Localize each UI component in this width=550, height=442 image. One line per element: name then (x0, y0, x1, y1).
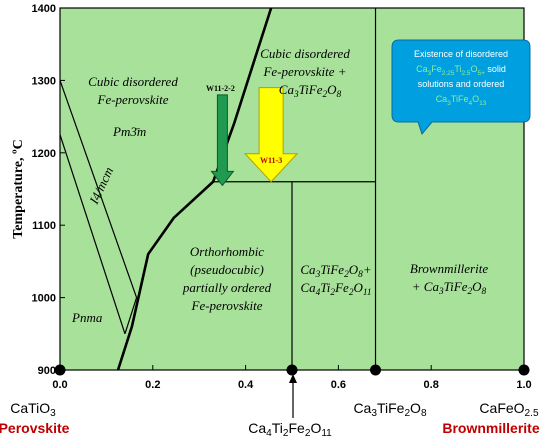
cubic-disordered-label: Cubic disordered (88, 74, 178, 89)
orthorhombic-label: (pseudocubic) (190, 262, 264, 277)
callout-line4: Ca3TiFe4O13 (436, 94, 487, 107)
arrow-label: W11-3 (260, 156, 282, 165)
y-tick-label: 900 (38, 365, 56, 377)
y-tick-label: 1100 (32, 220, 56, 232)
y-axis-label: Temperature, ºC (11, 139, 26, 239)
pointer-arrow (289, 374, 297, 418)
phase-boundaries (59, 7, 377, 371)
cafeo25-label: CaFeO2.5 (479, 400, 539, 419)
ca4ti2fe2o11-label: Ca4Ti2Fe2O11 (248, 420, 332, 439)
composition-point (54, 364, 66, 376)
orthorhombic-label: partially ordered (182, 280, 272, 295)
brownmillerite-label: Brownmillerite (442, 420, 539, 436)
orthorhombic-label: Fe-perovskite (191, 298, 263, 313)
arrow-w11-3: W11-3 (243, 87, 299, 183)
y-tick-label: 1400 (32, 3, 56, 15)
arrow-shape (243, 87, 299, 183)
pm3m-label: Pm3̄m (112, 124, 146, 139)
cubic-disordered-label: Fe-perovskite (97, 92, 169, 107)
sample-arrows: W11-2-2 W11-3 (206, 84, 299, 187)
y-tick-label: 1300 (32, 75, 56, 87)
y-tick-label: 1200 (32, 148, 56, 160)
perovskite-lower-boundary (59, 134, 126, 334)
composition-point (370, 364, 382, 376)
x-tick-label: 1.0 (516, 379, 531, 391)
pnma-label: Pnma (71, 310, 103, 325)
arrow-label: W11-2-2 (206, 84, 235, 93)
callout-shape (391, 39, 531, 136)
arrow-shape (210, 94, 235, 187)
perovskite-label: Perovskite (0, 420, 70, 436)
two-phase-label: Ca3TiFe2O8+ (300, 262, 371, 280)
catio3-label: CaTiO3 (10, 400, 56, 419)
y-tick-label: 1000 (32, 293, 56, 305)
two-phase-label: Ca4Ti2Fe2O11 (300, 280, 371, 298)
composition-points (54, 364, 530, 376)
callout-line1: Existence of disordered (414, 49, 508, 59)
orthorhombic-label: Orthorhombic (190, 244, 264, 259)
composition-point (286, 364, 298, 376)
x-tick-label: 0.6 (331, 379, 346, 391)
field-labels: Cubic disordered Fe-perovskite Pm3̄m Cub… (71, 46, 488, 325)
composition-labels: CaTiO3 Perovskite Ca4Ti2Fe2O11 Ca3TiFe2O… (0, 400, 540, 439)
callout-line3: solutions and ordered (418, 79, 505, 89)
brownmillerite-field-label: + Ca3TiFe2O8 (412, 279, 487, 297)
axis-ticks: 0.0 0.2 0.4 0.6 0.8 1.0 900 1000 1100 1200 1300 140… (32, 3, 532, 391)
x-tick-label: 0.2 (145, 379, 160, 391)
brownmillerite-field-label: Brownmillerite (410, 261, 488, 276)
bottom-short-line (124, 297, 138, 334)
perovskite-upper-boundary (59, 80, 138, 298)
cubic-plus-formula: Ca3TiFe2O8 (279, 82, 342, 100)
x-tick-label: 0.8 (424, 379, 439, 391)
ca3tife2o8-label: Ca3TiFe2O8 (353, 400, 427, 419)
cubic-ortho-boundary (116, 7, 273, 371)
x-tick-label: 0.0 (52, 379, 67, 391)
cubic-plus-label: Cubic disordered (260, 46, 350, 61)
arrow-w11-2-2: W11-2-2 (206, 84, 235, 187)
composition-point (518, 364, 530, 376)
callout-line2: Ca3Fe2.25Ti2.5O5+ solid (416, 64, 506, 77)
cubic-plus-label: Fe-perovskite + (262, 64, 346, 79)
callout-box: Existence of disordered Ca3Fe2.25Ti2.5O5… (391, 39, 531, 136)
x-tick-label: 0.4 (238, 379, 254, 391)
